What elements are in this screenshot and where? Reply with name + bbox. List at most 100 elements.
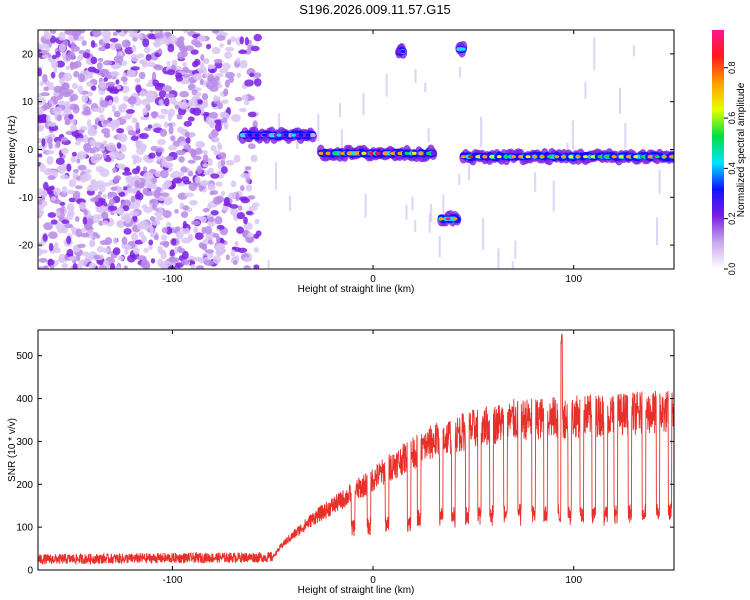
noise-blob xyxy=(114,43,122,50)
snr-xlabel: Height of straight line (km) xyxy=(298,585,415,596)
trace-peak xyxy=(604,155,610,159)
noise-blob xyxy=(215,181,223,187)
noise-blob xyxy=(137,221,145,231)
noise-blob xyxy=(187,159,196,164)
noise-blob xyxy=(139,132,149,140)
noise-streak xyxy=(534,172,537,192)
noise-blob xyxy=(250,154,258,163)
noise-blob xyxy=(93,255,101,260)
noise-blob xyxy=(69,103,79,111)
noise-streak xyxy=(362,93,365,116)
trace-peak xyxy=(269,133,275,137)
noise-blob xyxy=(122,171,132,176)
trace-peak xyxy=(383,151,388,155)
noise-blob xyxy=(130,66,140,71)
noise-blob xyxy=(143,46,151,54)
noise-blob xyxy=(230,180,237,188)
noise-streak xyxy=(552,181,555,212)
noise-blob xyxy=(131,232,139,242)
noise-blob xyxy=(115,163,126,169)
trace-peak xyxy=(276,133,282,137)
noise-streak xyxy=(414,220,417,232)
noise-blob xyxy=(205,43,212,50)
noise-blob xyxy=(124,214,132,224)
noise-blob xyxy=(180,211,189,218)
noise-blob xyxy=(83,134,89,144)
noise-blob xyxy=(240,172,250,179)
trace-peak xyxy=(618,155,624,159)
noise-blob xyxy=(126,69,136,78)
noise-blob xyxy=(175,74,184,82)
noise-blob xyxy=(98,220,104,226)
trace-peak xyxy=(468,155,473,159)
noise-blob xyxy=(196,73,202,80)
noise-blob xyxy=(116,142,122,149)
snr-plot-area xyxy=(38,333,674,566)
noise-blob xyxy=(183,144,191,150)
noise-blob xyxy=(134,179,140,189)
trace-peak xyxy=(547,155,552,159)
colorbar: 0.0 0.2 0.4 0.6 0.8 Normalized spectral ampl… xyxy=(712,30,747,275)
trace-peak xyxy=(396,49,402,54)
noise-blob xyxy=(91,141,97,148)
noise-streak xyxy=(480,116,483,148)
noise-blob xyxy=(43,168,53,176)
y-tick-label: 0 xyxy=(27,566,33,577)
noise-blob xyxy=(147,124,153,129)
noise-blob xyxy=(110,71,120,77)
noise-streak xyxy=(427,128,430,143)
noise-blob xyxy=(191,61,199,68)
colorbar-label: Normalized spectral amplitude xyxy=(736,82,747,217)
noise-blob xyxy=(204,225,213,235)
noise-blob xyxy=(235,192,240,202)
noise-blob xyxy=(215,35,226,41)
noise-blob xyxy=(253,233,260,239)
noise-blob xyxy=(98,39,104,45)
noise-blob xyxy=(56,166,64,172)
noise-blob xyxy=(123,95,129,102)
noise-blob xyxy=(209,111,219,119)
noise-blob xyxy=(90,155,100,164)
snr-ylabel: SNR (10 * v/v) xyxy=(7,418,18,482)
noise-blob xyxy=(125,109,135,114)
snr-frame xyxy=(37,329,675,571)
noise-blob xyxy=(200,54,205,61)
trace-peak xyxy=(460,155,466,159)
noise-blob xyxy=(160,192,170,198)
noise-blob xyxy=(122,205,130,212)
noise-blob xyxy=(246,232,254,238)
noise-blob xyxy=(58,43,66,53)
noise-blob xyxy=(70,226,75,233)
noise-streak xyxy=(658,169,661,194)
noise-blob xyxy=(245,184,253,192)
noise-blob xyxy=(207,239,213,245)
noise-blob xyxy=(216,224,225,230)
noise-blob xyxy=(67,50,76,60)
noise-streak xyxy=(340,129,343,154)
noise-blob xyxy=(87,126,95,134)
noise-blob xyxy=(113,110,121,118)
noise-blob xyxy=(127,187,135,194)
noise-blob xyxy=(130,54,140,62)
noise-blob xyxy=(70,124,77,132)
trace-peak xyxy=(626,155,631,159)
noise-blob xyxy=(233,260,238,266)
noise-blob xyxy=(254,78,262,87)
noise-blob xyxy=(103,77,108,82)
noise-blob xyxy=(220,248,227,253)
noise-blob xyxy=(118,191,126,197)
noise-blob xyxy=(220,190,226,197)
noise-blob xyxy=(135,165,141,172)
y-tick-label: 400 xyxy=(16,394,33,405)
noise-blob xyxy=(43,32,52,40)
noise-blob xyxy=(212,136,220,143)
noise-blob xyxy=(66,248,74,258)
noise-streak xyxy=(624,123,627,149)
noise-streak xyxy=(566,142,569,153)
noise-blob xyxy=(74,216,80,222)
noise-blob xyxy=(187,236,194,241)
noise-blob xyxy=(103,182,112,187)
noise-blob xyxy=(50,96,57,102)
noise-blob xyxy=(163,162,174,168)
